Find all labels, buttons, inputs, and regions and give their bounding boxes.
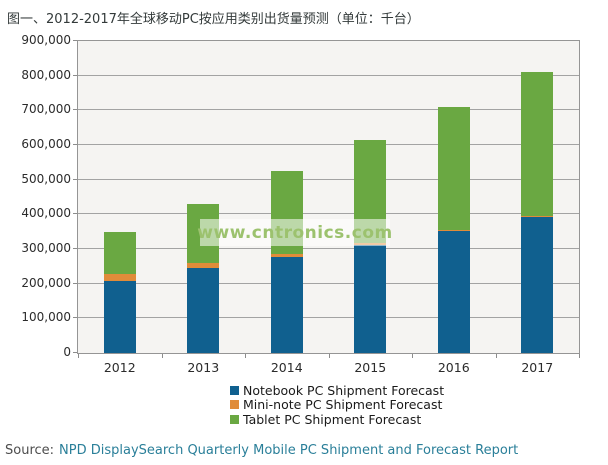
source-report-link[interactable]: NPD DisplaySearch Quarterly Mobile PC Sh…: [59, 443, 519, 458]
y-axis-tick-mark: [73, 317, 77, 319]
bar-segment-2017-mini-note: [521, 216, 554, 217]
legend: Notebook PC Shipment Forecast Mini-note …: [230, 383, 444, 427]
legend-label-mini-note: Mini-note PC Shipment Forecast: [243, 397, 443, 413]
y-axis-tick-label: 900,000: [21, 33, 71, 47]
bar-segment-2016-mini-note: [437, 230, 470, 231]
y-axis-tick-label: 0: [63, 345, 71, 359]
x-axis-tick-mark: [412, 354, 413, 358]
gridline-500,000: [78, 178, 579, 180]
x-axis-label-2014: 2014: [270, 360, 303, 375]
bar-segment-2012-notebook: [103, 281, 136, 353]
y-axis-tick-label: 700,000: [21, 102, 71, 117]
x-axis-tick-mark: [78, 354, 79, 358]
gridline-700,000: [78, 109, 579, 111]
bar-segment-2015-notebook: [354, 245, 387, 353]
y-axis-tick-label: 100,000: [21, 310, 71, 325]
y-axis-tick-label: 300,000: [21, 241, 71, 255]
legend-item-mini-note: Mini-note PC Shipment Forecast: [230, 397, 444, 413]
bar-segment-2012-mini-note: [103, 274, 136, 281]
legend-item-tablet: Tablet PC Shipment Forecast: [230, 412, 444, 427]
x-axis-tick-mark: [161, 354, 163, 358]
x-axis-label-2012: 2012: [103, 360, 136, 375]
watermark: www.cntronics.com: [197, 219, 393, 246]
gridline-300,000: [78, 248, 579, 249]
bar-segment-2012-tablet: [103, 232, 136, 274]
x-axis-tick-mark: [245, 354, 246, 358]
y-axis-tick-mark: [73, 282, 77, 284]
legend-label-notebook: Notebook PC Shipment Forecast: [243, 382, 445, 398]
legend-swatch-mini-note: [230, 400, 239, 410]
gridline-100,000: [78, 317, 579, 319]
bar-segment-2016-notebook: [437, 231, 470, 353]
y-axis-tick-label: 500,000: [21, 171, 71, 186]
y-axis-tick-mark: [73, 213, 77, 215]
y-axis-tick-mark: [73, 178, 77, 180]
x-axis-label-2015: 2015: [354, 360, 387, 375]
y-axis-tick-label: 200,000: [21, 275, 71, 290]
bar-segment-2013-notebook: [187, 268, 220, 353]
y-axis-tick-mark: [73, 144, 77, 145]
x-axis-tick-mark: [579, 354, 580, 358]
bar-segment-2014-notebook: [270, 257, 303, 353]
x-axis-label-2016: 2016: [437, 360, 470, 375]
y-axis-tick-mark: [73, 74, 77, 76]
x-axis-label-2013: 2013: [187, 360, 220, 375]
y-axis-tick-mark: [73, 40, 77, 41]
gridline-400,000: [78, 213, 579, 215]
y-axis-tick-mark: [73, 109, 77, 111]
legend-item-notebook: Notebook PC Shipment Forecast: [230, 383, 444, 398]
chart-title: 图一、2012-2017年全球移动PC按应用类别出货量预测（单位：千台）: [7, 12, 420, 27]
x-axis-label-2017: 2017: [521, 360, 554, 375]
watermark-text: www.cntronics.com: [197, 222, 393, 243]
gridline-600,000: [78, 144, 579, 145]
legend-label-tablet: Tablet PC Shipment Forecast: [243, 411, 422, 427]
x-axis-tick-mark: [328, 354, 330, 358]
bar-segment-2013-mini-note: [187, 263, 220, 268]
source-line: Source: NPD DisplaySearch Quarterly Mobil…: [5, 443, 518, 458]
x-axis-tick-mark: [495, 354, 497, 358]
legend-swatch-notebook: [230, 385, 239, 395]
plot-area: [77, 40, 580, 354]
bar-segment-2016-tablet: [437, 107, 470, 230]
y-axis-tick-mark: [73, 352, 77, 353]
bar-segment-2017-notebook: [521, 217, 554, 353]
bar-segment-2017-tablet: [521, 72, 554, 216]
bar-segment-2014-mini-note: [270, 254, 303, 257]
y-axis-tick-mark: [73, 248, 77, 249]
y-axis-tick-label: 800,000: [21, 67, 71, 82]
legend-swatch-tablet: [230, 414, 239, 424]
source-prefix: Source:: [5, 443, 55, 458]
gridline-800,000: [78, 74, 579, 76]
gridline-200,000: [78, 282, 579, 284]
y-axis-tick-label: 600,000: [21, 137, 71, 151]
y-axis-tick-label: 400,000: [21, 206, 71, 221]
